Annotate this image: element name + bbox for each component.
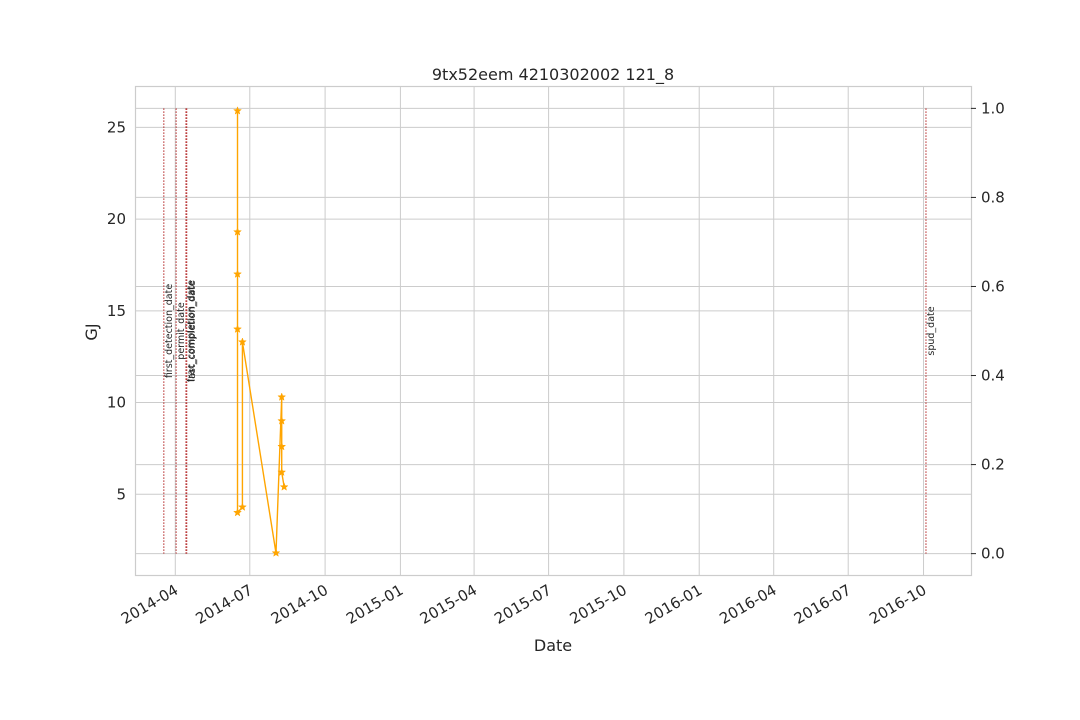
x-tick-label: 2014-07 [193,581,256,628]
x-tick-label: 2016-07 [791,581,854,628]
data-point [233,324,242,333]
plot-frame [134,85,973,577]
y2-tick-label: 0.4 [981,367,1005,385]
y2-tick-label: 0.6 [981,277,1005,295]
event-label: first_detection_date [164,284,175,379]
event-label: permit_date [176,302,187,360]
y2-tick-label: 0.0 [981,545,1005,563]
series-line [236,110,285,554]
x-tick-label: 2015-07 [491,581,554,628]
x-tick-label: 2016-10 [866,581,929,628]
chart-title: 9tx52eem 4210302002 121_8 [432,65,674,85]
x-axis-label: Date [534,636,572,655]
y-tick-label: 25 [107,118,126,136]
y2-tick-label: 0.2 [981,456,1005,474]
y-tick-label: 15 [107,302,126,320]
tick-labels: 2014-04 2014-07 2014-10 2015-01 2015-04 2015-… [107,99,1005,627]
x-tick-label: 2016-04 [716,581,779,628]
event-label: spud_date [926,306,937,355]
data-point [233,106,242,115]
y2-tick-label: 0.8 [981,188,1005,206]
x-tick-label: 2014-10 [268,581,331,628]
data-point [277,392,287,401]
y-tick-label: 10 [107,394,126,412]
data-point [233,507,242,517]
data-point [277,467,287,477]
x-tick-label: 2014-04 [118,581,181,628]
y-tick-label: 5 [116,485,126,503]
y-tick-label: 20 [107,210,126,228]
x-tick-label: 2016-01 [642,581,705,628]
data-point [277,441,287,451]
event-label: frac_completion_date [186,280,197,382]
data-point [237,502,247,511]
data-point [271,548,281,557]
data-point [279,482,289,491]
data-series [233,106,289,557]
y2-tick-label: 1.0 [981,99,1005,117]
data-point [233,227,242,236]
x-tick-label: 2015-04 [417,581,480,628]
x-tick-label: 2015-01 [343,581,406,628]
event-markers: first_detection_date permit_datefrac_comp… [163,108,937,554]
data-point [277,416,287,425]
event-label: last_completion_date [187,280,198,381]
data-point [237,337,247,346]
grid [136,87,971,575]
y-axis-label: GJ [82,323,101,340]
data-point [233,269,242,278]
x-tick-label: 2015-10 [567,581,630,628]
